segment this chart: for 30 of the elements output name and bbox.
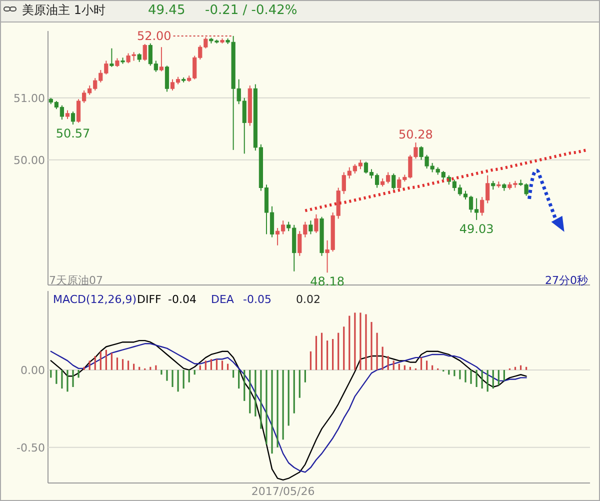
annotation: 7天原油07 (49, 274, 103, 287)
text: -0.21 / -0.42% (205, 3, 298, 18)
annotation: 50.57 (56, 126, 90, 141)
y-tick-label: 51.00 (14, 92, 45, 105)
annotation: -0.04 (168, 293, 196, 306)
candlestick (308, 220, 313, 235)
annotation: 0.02 (296, 293, 320, 306)
annotation: 48.18 (310, 274, 344, 289)
y-tick-label: -0.50 (16, 441, 45, 454)
annotation: 49.03 (459, 222, 494, 236)
chart-title: 美原油主 1小时 (22, 3, 106, 17)
annotation: 50.28 (398, 128, 433, 142)
annotation: -0.05 (243, 293, 272, 306)
line-series (304, 148, 589, 212)
candlestick (159, 46, 164, 72)
candlestick (392, 172, 396, 190)
text: DIFF (137, 293, 162, 306)
candlestick (70, 111, 76, 126)
x-tick-label: 2017/05/26 (251, 485, 315, 498)
candlestick (164, 65, 170, 92)
candlestick (110, 48, 114, 68)
text: 49.45 (148, 3, 186, 18)
annotation: 52.00 (136, 28, 172, 43)
annotation: 27分0秒 (545, 274, 588, 287)
candlestick (314, 214, 318, 234)
y-tick-label: 50.00 (14, 154, 45, 167)
y-tick-label: 0.00 (20, 364, 45, 377)
text: DEA (211, 293, 234, 306)
candlestick (142, 44, 147, 62)
chart-title: MACD(12,26,9) (53, 293, 137, 306)
